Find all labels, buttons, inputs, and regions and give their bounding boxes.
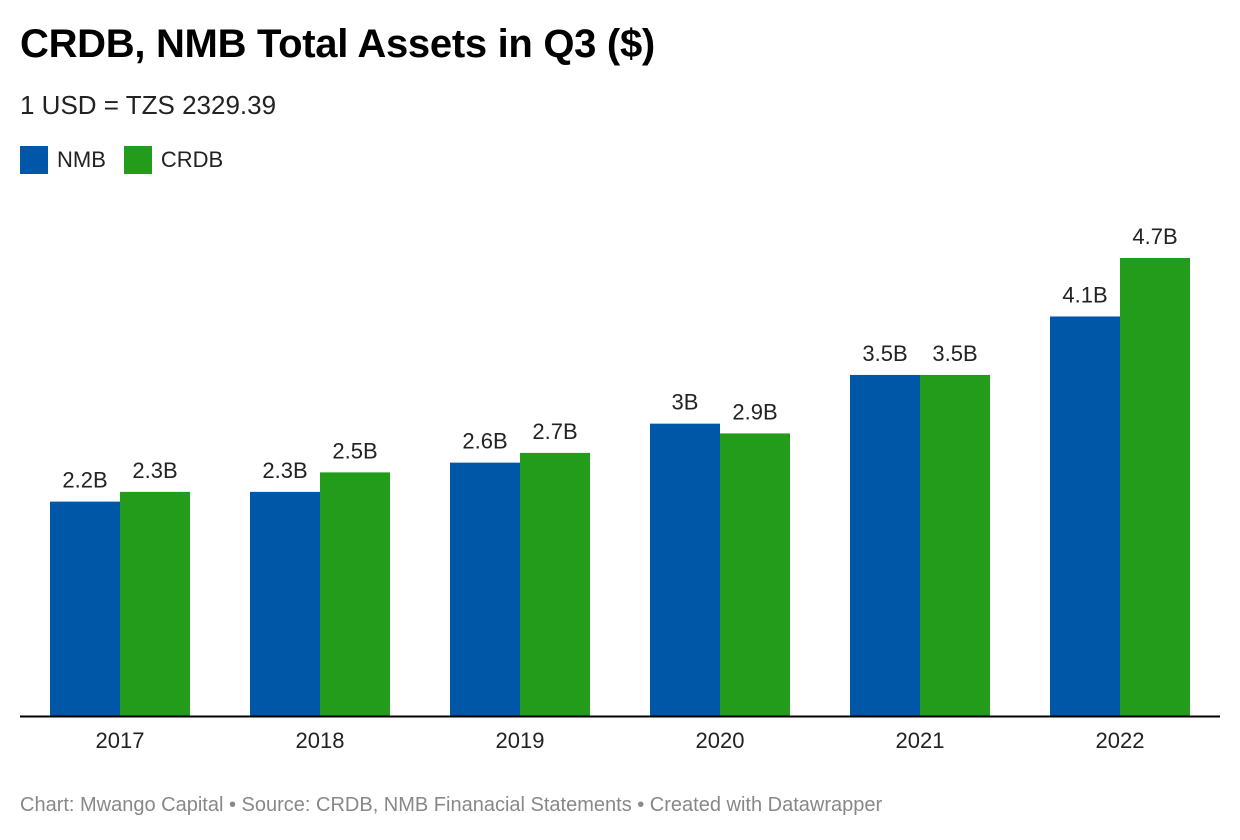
legend-label-nmb: NMB <box>57 147 106 172</box>
legend: NMB CRDB <box>20 146 241 174</box>
chart-title: CRDB, NMB Total Assets in Q3 ($) <box>20 22 655 66</box>
data-label-crdb-2018: 2.5B <box>332 438 377 463</box>
x-tick-label-2020: 2020 <box>696 728 745 753</box>
x-tick-label-2019: 2019 <box>496 728 545 753</box>
data-label-crdb-2017: 2.3B <box>132 458 177 483</box>
data-label-crdb-2019: 2.7B <box>532 419 577 444</box>
data-label-nmb-2021: 3.5B <box>862 341 907 366</box>
bar-nmb-2018 <box>250 491 320 716</box>
bar-nmb-2022 <box>1050 316 1120 716</box>
legend-swatch-nmb <box>20 146 48 174</box>
bar-crdb-2019 <box>520 452 590 716</box>
data-label-nmb-2017: 2.2B <box>62 468 107 493</box>
data-label-crdb-2020: 2.9B <box>732 399 777 424</box>
bar-crdb-2020 <box>720 433 790 716</box>
bar-nmb-2021 <box>850 374 920 716</box>
x-tick-label-2022: 2022 <box>1096 728 1145 753</box>
legend-item-crdb: CRDB <box>123 146 224 174</box>
x-tick-label-2018: 2018 <box>296 728 345 753</box>
bar-crdb-2018 <box>320 472 390 716</box>
chart-subtitle: 1 USD = TZS 2329.39 <box>20 90 277 120</box>
bar-crdb-2021 <box>920 374 990 716</box>
data-label-nmb-2019: 2.6B <box>462 429 507 454</box>
bar-crdb-2022 <box>1120 258 1190 716</box>
chart-footer: Chart: Mwango Capital • Source: CRDB, NM… <box>20 794 883 816</box>
data-label-nmb-2018: 2.3B <box>262 458 307 483</box>
legend-label-crdb: CRDB <box>160 147 224 172</box>
data-label-nmb-2020: 3B <box>672 390 699 415</box>
legend-item-nmb: NMB <box>20 146 106 174</box>
x-tick-label-2021: 2021 <box>896 728 945 753</box>
x-tick-label-2017: 2017 <box>96 728 145 753</box>
bar-crdb-2017 <box>120 491 190 716</box>
bar-nmb-2017 <box>50 501 120 716</box>
data-label-crdb-2021: 3.5B <box>932 341 977 366</box>
legend-swatch-crdb <box>123 146 152 174</box>
bar-nmb-2020 <box>650 423 720 716</box>
bar-nmb-2019 <box>450 462 520 716</box>
data-label-crdb-2022: 4.7B <box>1132 224 1177 249</box>
data-label-nmb-2022: 4.1B <box>1062 282 1107 307</box>
